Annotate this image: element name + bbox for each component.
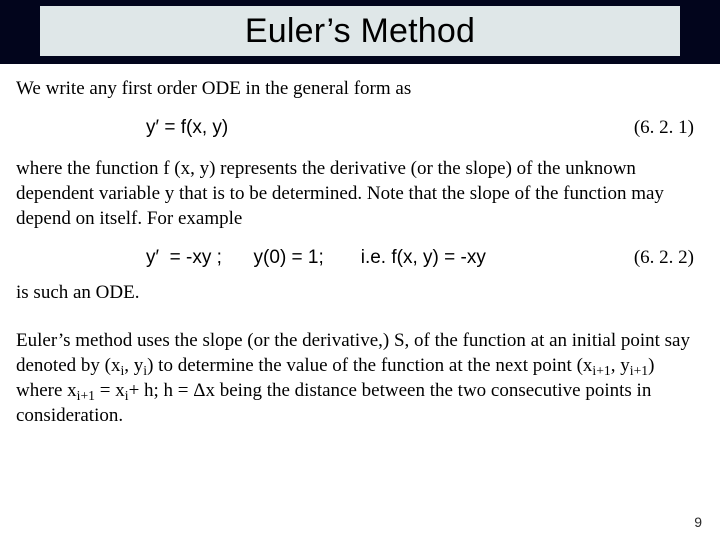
para-is-such: is such an ODE. [16,280,704,305]
slide: Euler’s Method We write any first order … [0,0,720,540]
equation-1-row: y′ = f(x, y) (6. 2. 1) [16,115,704,140]
equation-1-expr: y′ = f(x, y) [146,115,594,140]
slide-title: Euler’s Method [245,12,475,51]
para-explain: where the function f (x, y) represents t… [16,156,704,231]
equation-2-row: y′ = -xy ; y(0) = 1; i.e. f(x, y) = -xy … [16,245,704,270]
equation-1-number: (6. 2. 1) [594,115,704,140]
equation-2-number: (6. 2. 2) [594,245,704,270]
para-euler-method: Euler’s method uses the slope (or the de… [16,328,704,428]
equation-2-expr: y′ = -xy ; y(0) = 1; i.e. f(x, y) = -xy [146,245,594,270]
slide-body: We write any first order ODE in the gene… [16,68,704,438]
para-intro: We write any first order ODE in the gene… [16,76,704,101]
page-number: 9 [694,514,702,530]
title-bar-light: Euler’s Method [40,6,680,56]
